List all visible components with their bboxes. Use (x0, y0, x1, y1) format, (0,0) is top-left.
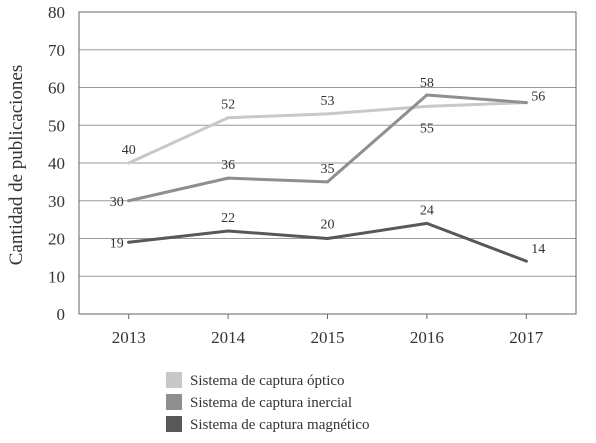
data-point (425, 221, 429, 225)
series-line-1 (127, 101, 528, 165)
y-tick-label: 50 (48, 116, 65, 135)
y-tick-label: 10 (48, 267, 65, 286)
data-point (127, 240, 131, 244)
data-point (326, 237, 329, 240)
data-point (326, 180, 329, 184)
legend-swatch (166, 394, 182, 410)
legend-label: Sistema de captura óptico (190, 373, 345, 389)
y-tick-label: 40 (48, 154, 65, 173)
data-label: 58 (420, 76, 434, 91)
data-point (226, 229, 230, 233)
data-point (524, 101, 528, 105)
legend-swatch (166, 372, 182, 388)
data-label: 24 (420, 203, 434, 218)
data-point (226, 176, 230, 180)
y-tick-label: 30 (48, 192, 65, 211)
data-label: 35 (321, 162, 335, 177)
y-tick-label: 20 (48, 230, 65, 249)
data-point (127, 161, 131, 165)
data-label: 14 (531, 242, 545, 257)
legend: Sistema de captura óptico Sistema de capt… (166, 372, 370, 433)
data-point (127, 199, 131, 203)
data-label: 22 (221, 211, 235, 226)
data-label: 56 (531, 90, 545, 105)
y-tick-label: 70 (48, 41, 65, 60)
y-tick-label: 80 (48, 3, 65, 22)
y-tick-label: 60 (48, 79, 65, 98)
data-point (226, 116, 230, 120)
legend-label: Sistema de captura inercial (190, 395, 352, 411)
data-label: 30 (110, 195, 124, 210)
data-label: 20 (321, 218, 335, 233)
series-line-2 (127, 93, 528, 203)
x-tick-label: 2015 (311, 328, 345, 347)
y-tick-label: 0 (57, 305, 66, 324)
y-axis-title: Cantidad de publicaciones (6, 65, 27, 266)
data-label: 52 (221, 98, 235, 113)
y-axis-ticks: 0 10 20 30 40 50 60 70 80 (48, 3, 65, 324)
x-tick-label: 2014 (211, 328, 246, 347)
legend-swatch (166, 416, 182, 432)
data-point (524, 259, 528, 263)
x-tick-label: 2017 (509, 328, 544, 347)
data-labels: 40 52 53 55 56 30 36 35 58 19 22 20 24 14 (110, 76, 546, 257)
data-label: 19 (110, 236, 124, 251)
series-lines (127, 93, 528, 263)
data-label: 55 (420, 121, 434, 136)
data-label: 40 (122, 143, 136, 158)
data-label: 36 (221, 158, 235, 173)
x-tick-label: 2016 (410, 328, 444, 347)
legend-label: Sistema de captura magnético (190, 417, 370, 433)
data-point (425, 93, 429, 97)
x-axis-ticks: 2013 2014 2015 2016 2017 (112, 314, 544, 347)
data-label: 53 (321, 94, 335, 109)
data-point (326, 112, 329, 116)
x-tick-label: 2013 (112, 328, 146, 347)
data-point (425, 104, 429, 108)
